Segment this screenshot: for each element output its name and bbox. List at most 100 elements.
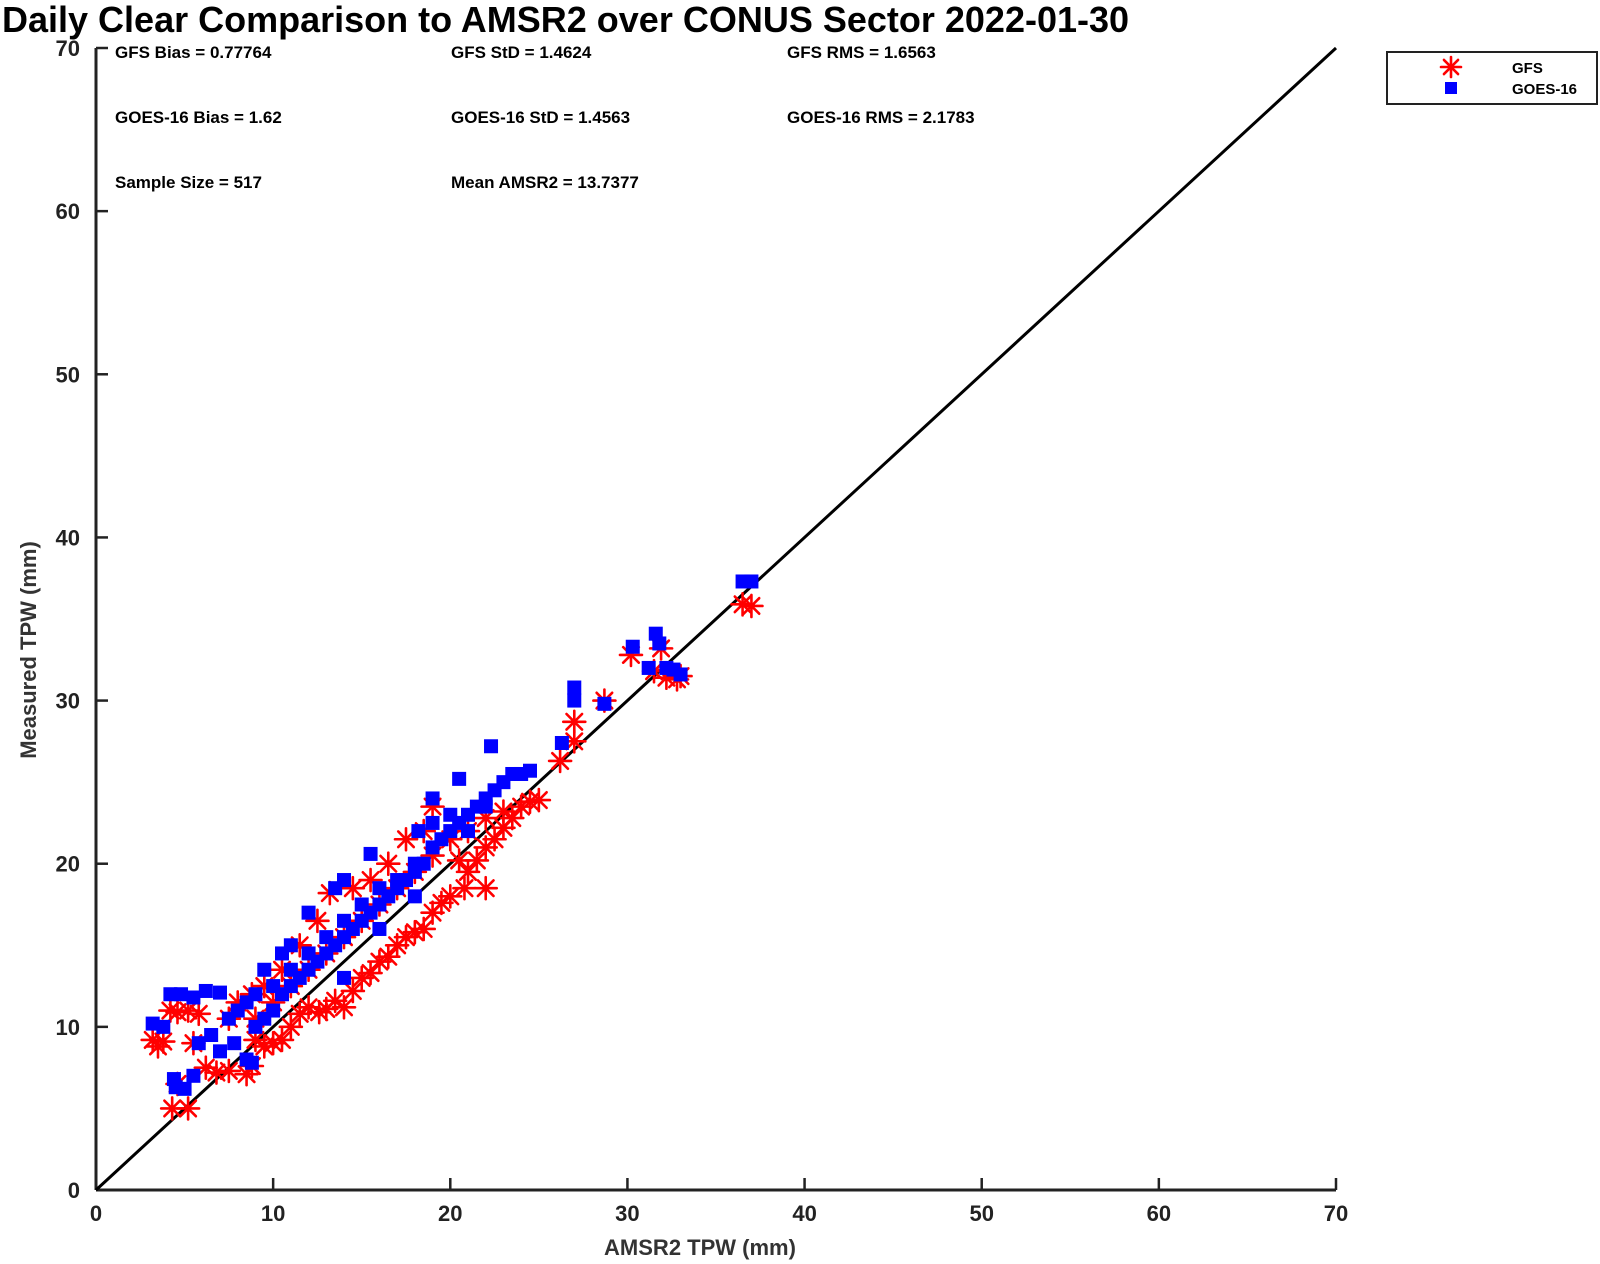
goes16-point	[641, 660, 656, 675]
y-axis-label: Measured TPW (mm)	[16, 541, 41, 759]
goes16-point	[567, 680, 582, 695]
stat-goes-bias: GOES-16 Bias = 1.62	[115, 108, 282, 127]
gfs-point	[358, 867, 383, 893]
goes16-point	[174, 987, 189, 1002]
x-tick-label: 30	[615, 1201, 639, 1226]
y-tick-label: 10	[56, 1015, 80, 1040]
gfs-point	[491, 799, 516, 824]
x-tick-label: 10	[261, 1201, 285, 1226]
gfs-point	[151, 1029, 176, 1054]
goes16-point	[744, 574, 759, 589]
goes16-point	[337, 913, 351, 928]
x-axis-label: AMSR2 TPW (mm)	[604, 1235, 796, 1260]
goes16-point	[198, 983, 213, 998]
gfs-point	[159, 1096, 185, 1121]
gfs-point	[547, 748, 573, 774]
stat-goes-rms: GOES-16 RMS = 2.1783	[787, 108, 975, 127]
gfs-point	[278, 1014, 304, 1040]
goes16-point	[363, 846, 378, 861]
gfs-point	[375, 944, 401, 970]
goes16-point	[156, 1019, 171, 1034]
gfs-point	[411, 916, 437, 942]
goes16-point	[354, 897, 369, 912]
goes16-point	[163, 987, 178, 1002]
goes16-point	[478, 799, 493, 814]
gfs-point	[331, 994, 357, 1020]
y-tick-label: 0	[68, 1178, 80, 1203]
stat-goes-std: GOES-16 StD = 1.4563	[451, 108, 630, 127]
gfs-point	[340, 978, 366, 1004]
gfs-point	[186, 1001, 212, 1027]
goes16-point	[168, 1080, 183, 1095]
legend-goes16-marker	[1445, 82, 1457, 94]
goes16-point	[186, 1068, 201, 1083]
goes16-point	[461, 824, 475, 839]
goes16-point	[411, 824, 426, 839]
stat-gfs-bias: GFS Bias = 0.77764	[115, 43, 272, 62]
gfs-point	[455, 859, 481, 885]
x-tick-label: 50	[969, 1201, 993, 1226]
x-tick-label: 60	[1147, 1201, 1171, 1226]
gfs-point	[305, 908, 330, 934]
goes16-point	[191, 1036, 206, 1051]
goes16-point	[337, 970, 351, 985]
gfs-point	[204, 1060, 229, 1085]
chart-title: Daily Clear Comparison to AMSR2 over CON…	[2, 0, 1129, 40]
x-tick-label: 70	[1324, 1201, 1348, 1226]
legend-gfs-label: GFS	[1512, 60, 1543, 77]
goes16-point	[213, 1044, 227, 1059]
goes16-point	[266, 979, 281, 994]
gfs-point	[526, 787, 552, 813]
y-tick-label: 60	[56, 199, 80, 224]
goes16-point	[244, 1055, 259, 1070]
gfs-point	[482, 826, 507, 852]
legend-gfs-asterisk	[1439, 55, 1463, 79]
gfs-point	[452, 875, 477, 901]
goes16-point	[227, 1036, 242, 1051]
goes16-point	[257, 962, 272, 977]
gfs-point	[473, 875, 499, 901]
goes16-point	[275, 946, 289, 961]
goes16-point	[319, 930, 334, 945]
gfs-point	[446, 848, 472, 873]
legend-gfs-marker	[1439, 55, 1463, 79]
goes16-point	[567, 693, 582, 708]
axes	[94, 48, 1336, 1192]
goes16-point	[625, 639, 640, 654]
goes16-point	[652, 636, 667, 651]
stat-gfs-rms: GFS RMS = 1.6563	[787, 43, 936, 62]
goes16-point	[372, 921, 387, 936]
gfs-point	[175, 1096, 201, 1121]
gfs-point	[269, 1027, 295, 1053]
y-tick-label: 40	[56, 525, 80, 550]
gfs-point	[420, 900, 445, 925]
goes16-point	[204, 1028, 219, 1043]
stat-gfs-std: GFS StD = 1.4624	[451, 43, 592, 62]
series-goes16	[145, 574, 759, 1096]
x-tick-label: 20	[438, 1201, 462, 1226]
goes16-point	[266, 1003, 281, 1018]
goes16-point	[523, 763, 537, 778]
goes16-point	[597, 696, 612, 711]
gfs-point	[739, 593, 764, 619]
gfs-point	[358, 960, 383, 986]
legend: GFS GOES-16	[1386, 51, 1598, 105]
y-tick-label: 70	[56, 36, 80, 61]
axis-tick-labels: 0 10 20 30 40 50 60 70 0 10 20 30 40 50 60 70	[56, 36, 1349, 1226]
goes16-point	[390, 873, 405, 888]
goes16-point	[328, 881, 343, 896]
goes16-point	[425, 815, 440, 830]
goes16-point	[407, 889, 422, 904]
goes16-point	[425, 791, 440, 806]
stat-mean-amsr2: Mean AMSR2 = 13.7377	[451, 173, 639, 192]
gfs-point	[216, 1058, 242, 1084]
goes16-point	[248, 987, 263, 1002]
x-tick-label: 40	[792, 1201, 816, 1226]
goes16-point	[554, 735, 569, 750]
gfs-point	[375, 851, 401, 877]
goes16-point	[407, 856, 422, 871]
goes16-point	[186, 990, 201, 1005]
y-tick-label: 50	[56, 362, 80, 387]
legend-box	[1386, 51, 1598, 105]
